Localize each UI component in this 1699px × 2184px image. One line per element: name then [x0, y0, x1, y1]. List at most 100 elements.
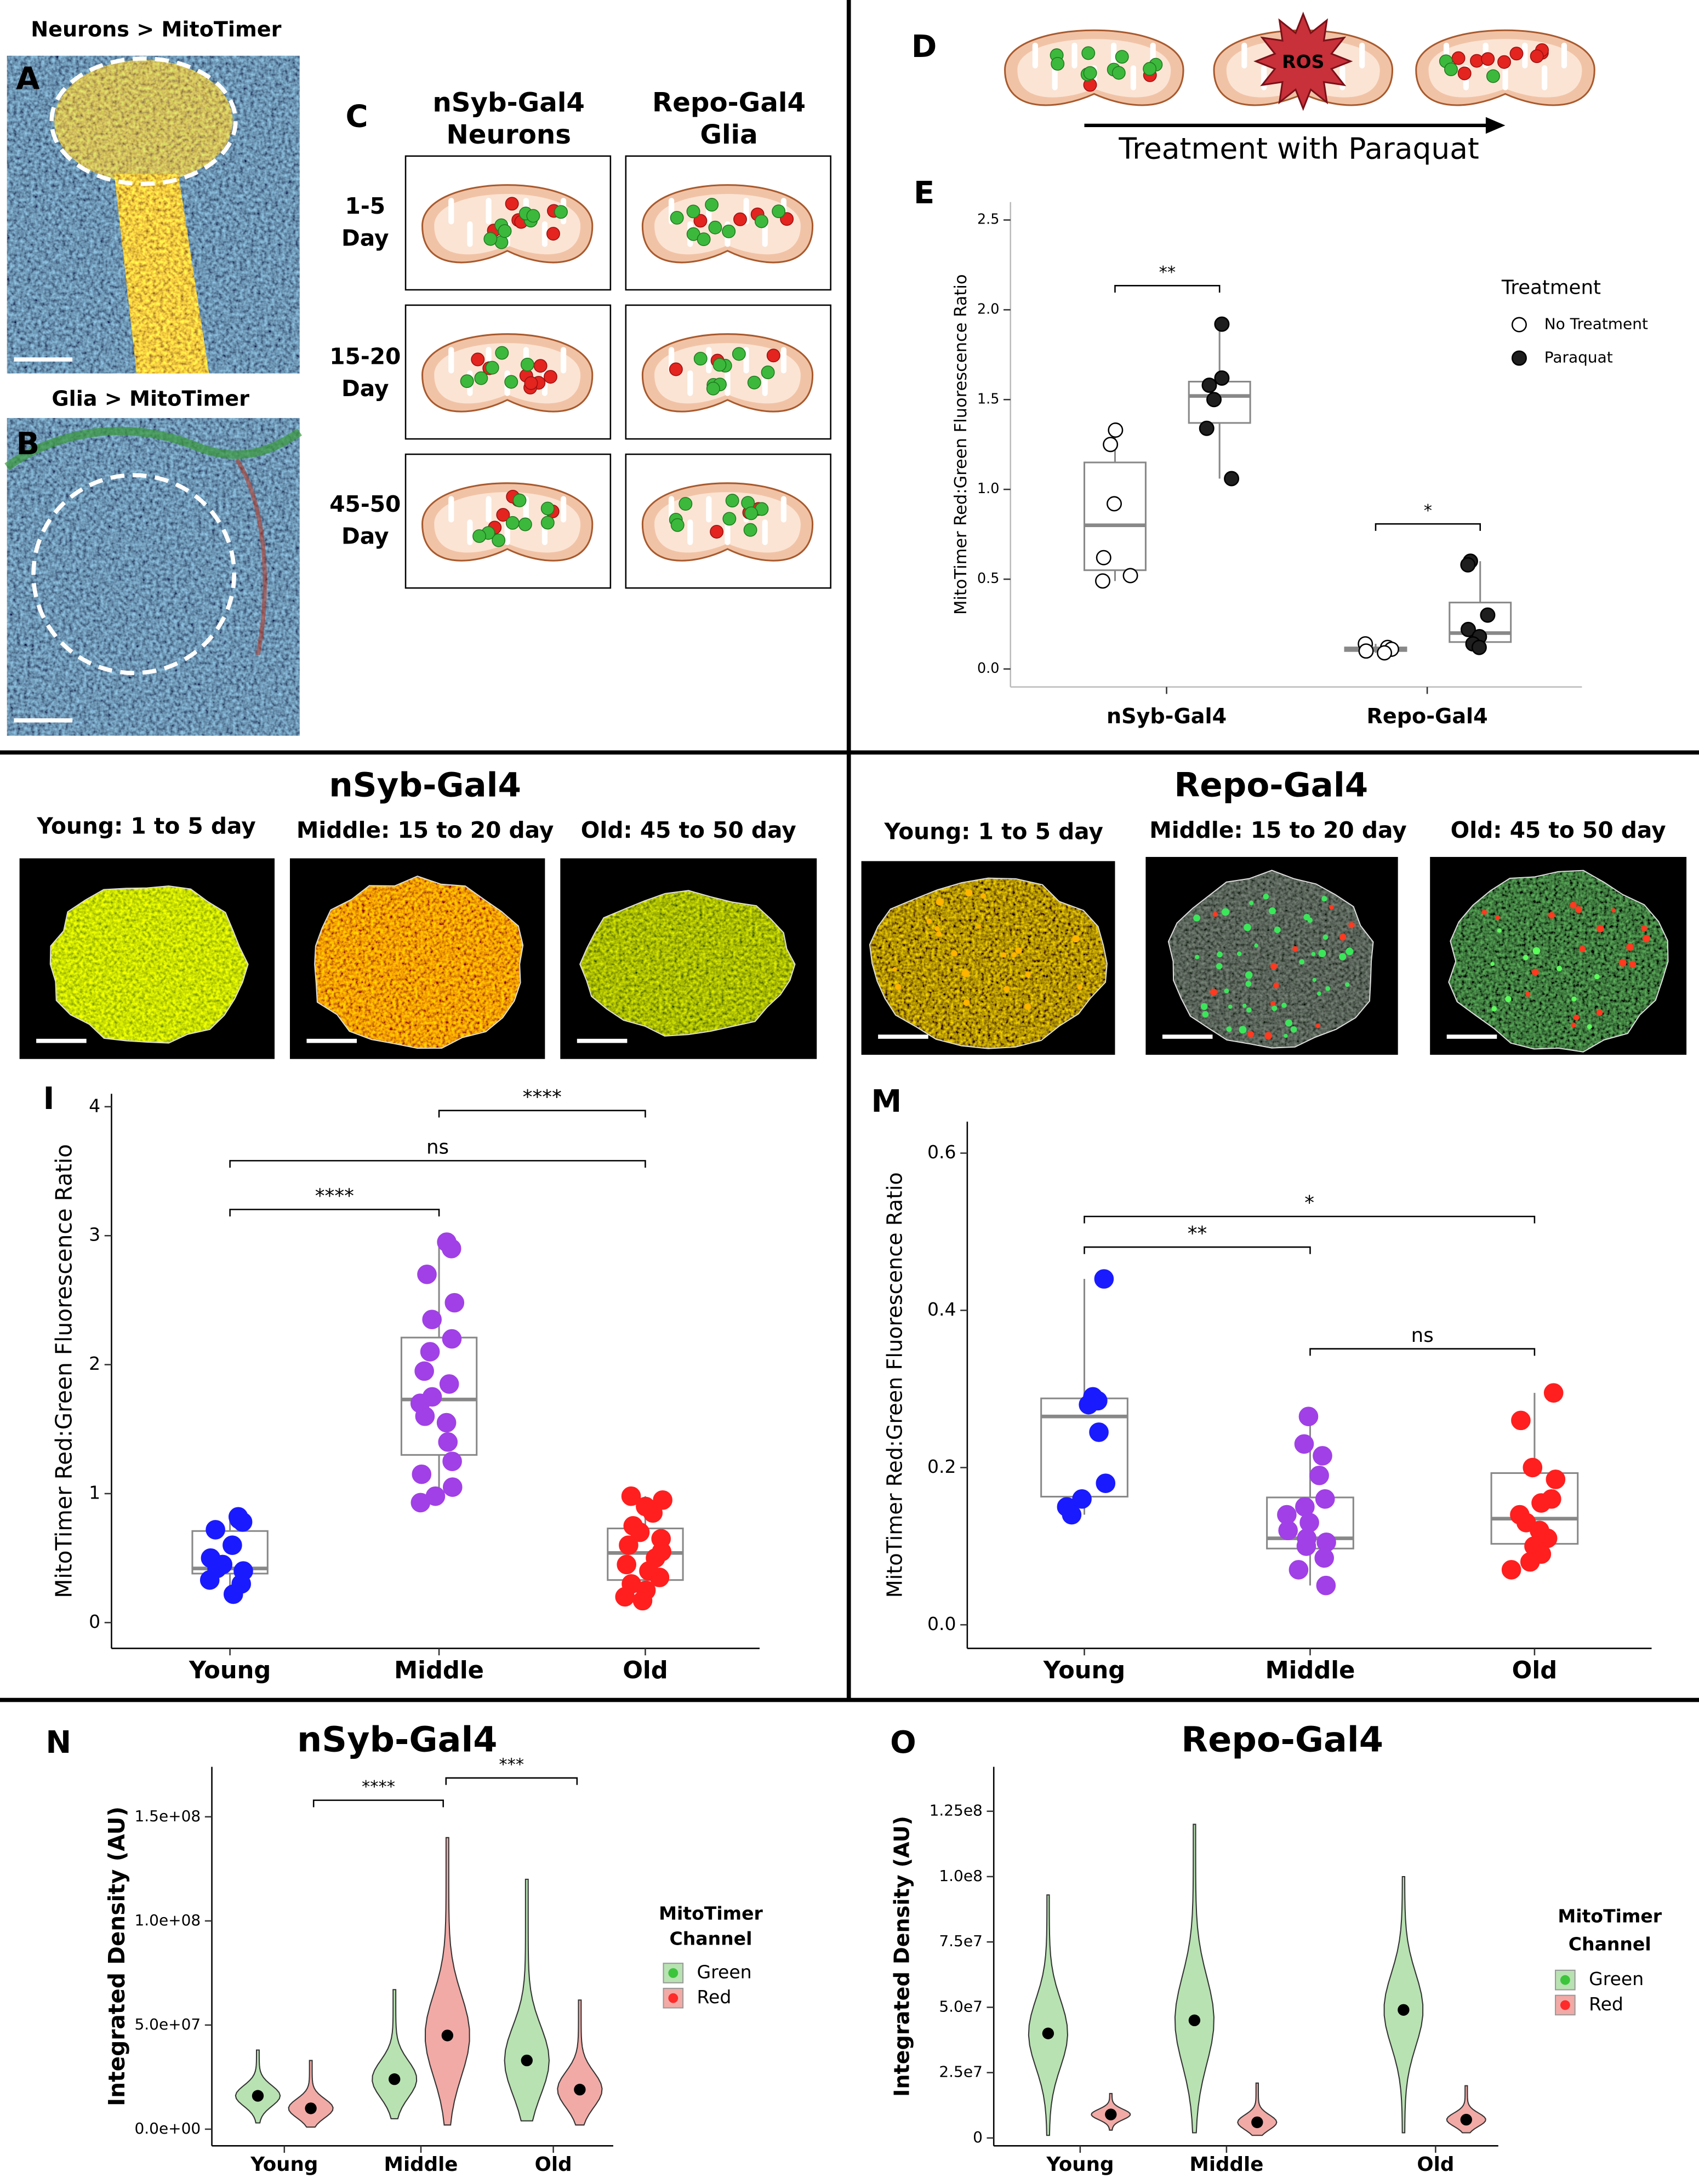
y-tick-label: 0	[89, 1611, 100, 1632]
speckle	[936, 898, 944, 906]
speckle	[980, 893, 987, 899]
data-point	[1294, 1434, 1314, 1454]
y-tick-label: 1.5e+08	[134, 1807, 201, 1825]
speckle	[1001, 952, 1007, 958]
y-tick-label: 5.0e7	[939, 1997, 982, 2015]
y-tick-label: 0	[973, 2128, 983, 2146]
speckle	[963, 999, 970, 1006]
speckle	[1025, 971, 1031, 977]
violin	[424, 1837, 470, 2126]
speckle	[1570, 901, 1577, 909]
chart-title: nSyb-Gal4	[297, 1719, 497, 1759]
significance-label: **	[1188, 1222, 1207, 1245]
speckle	[1629, 960, 1636, 968]
significance-label: ****	[523, 1086, 562, 1108]
speckle	[1228, 1004, 1233, 1009]
data-point	[1309, 1466, 1329, 1485]
protein-dot	[474, 371, 488, 385]
protein-dot	[1509, 47, 1524, 61]
image-title: Young: 1 to 5 day	[884, 819, 1103, 845]
speckle	[1497, 928, 1502, 933]
speckle	[1307, 917, 1313, 923]
data-point	[439, 1374, 459, 1394]
y-axis-label: MitoTimer Red:Green Fluorescence Ratio	[883, 1172, 907, 1598]
protein-dot	[761, 365, 775, 380]
speckle	[1318, 949, 1326, 957]
data-point	[1358, 643, 1374, 659]
x-tick-label: nSyb-Gal4	[1107, 704, 1227, 728]
x-tick-label: Young	[189, 1657, 271, 1684]
violin	[1028, 1894, 1068, 2136]
data-point	[1095, 573, 1110, 589]
y-tick-label: 0.5	[977, 570, 999, 586]
data-point	[422, 1310, 442, 1330]
legend-label: Paraquat	[1544, 348, 1613, 367]
violin	[288, 2060, 334, 2128]
speckle	[1316, 991, 1321, 996]
panel-letter: O	[890, 1725, 916, 1760]
row-header: Day	[341, 523, 389, 550]
mean-point	[1188, 2014, 1201, 2027]
speckle	[1641, 925, 1647, 931]
data-point	[1089, 1422, 1109, 1442]
panel-letter: M	[871, 1084, 902, 1119]
data-point	[1377, 645, 1393, 661]
panel-letter: J	[874, 871, 886, 903]
speckle	[1531, 968, 1539, 976]
column-header: Neurons	[446, 119, 571, 150]
protein-dot	[772, 204, 786, 219]
y-axis-label: Integrated Density (AU)	[104, 1806, 130, 2106]
speckle	[1587, 1024, 1592, 1030]
protein-dot	[722, 512, 737, 526]
protein-dot	[706, 381, 720, 396]
y-tick-label: 0.0e+00	[134, 2119, 201, 2137]
protein-dot	[543, 370, 557, 384]
speckle	[1254, 943, 1258, 948]
speckle	[1532, 947, 1541, 955]
significance-label: ****	[362, 1777, 395, 1797]
data-point	[1214, 316, 1230, 332]
roi-outline	[49, 56, 238, 186]
legend-title: Channel	[670, 1928, 752, 1949]
speckle	[1217, 951, 1223, 958]
box	[191, 1530, 269, 1575]
data-point	[1224, 471, 1240, 487]
speckle	[895, 984, 902, 990]
image-title: Middle: 15 to 20 day	[1149, 817, 1406, 843]
protein-dot	[705, 198, 719, 212]
significance-bracket	[1375, 523, 1481, 531]
image-title: Old: 45 to 50 day	[1451, 817, 1666, 843]
protein-dot	[766, 348, 780, 363]
violin	[1446, 2085, 1486, 2134]
speckle	[1548, 912, 1555, 919]
speckle	[1311, 952, 1316, 957]
y-tick-label: 2	[89, 1353, 100, 1374]
protein-dot	[526, 209, 540, 223]
data-point	[1278, 1520, 1298, 1541]
y-axis-label: MitoTimer Red:Green Fluorescence Ratio	[51, 1144, 77, 1598]
section-title: Repo-Gal4	[1174, 765, 1368, 804]
y-tick-label: 2.5e7	[939, 2063, 982, 2081]
speckle	[1571, 1022, 1576, 1028]
x-tick-label: Middle	[394, 1657, 484, 1684]
y-tick-label: 0.6	[927, 1141, 956, 1163]
significance-bracket	[438, 1110, 646, 1118]
speckle	[1490, 962, 1495, 966]
speckle	[1224, 988, 1229, 993]
column-header: nSyb-Gal4	[432, 88, 585, 118]
data-point	[619, 1535, 638, 1555]
speckle	[1246, 1007, 1252, 1013]
protein-dot	[669, 362, 683, 376]
speckle	[1272, 1005, 1278, 1011]
protein-dot	[1470, 54, 1484, 68]
micrograph-region	[315, 876, 523, 1049]
speckle	[1292, 946, 1298, 952]
protein-dot	[483, 232, 498, 246]
legend-title: MitoTimer	[1558, 1906, 1662, 1927]
row-header: 45-50	[329, 491, 401, 517]
protein-dot	[1444, 62, 1458, 77]
speckle	[1281, 1002, 1287, 1008]
legend-key	[663, 1963, 684, 1983]
speckle	[1339, 934, 1347, 941]
